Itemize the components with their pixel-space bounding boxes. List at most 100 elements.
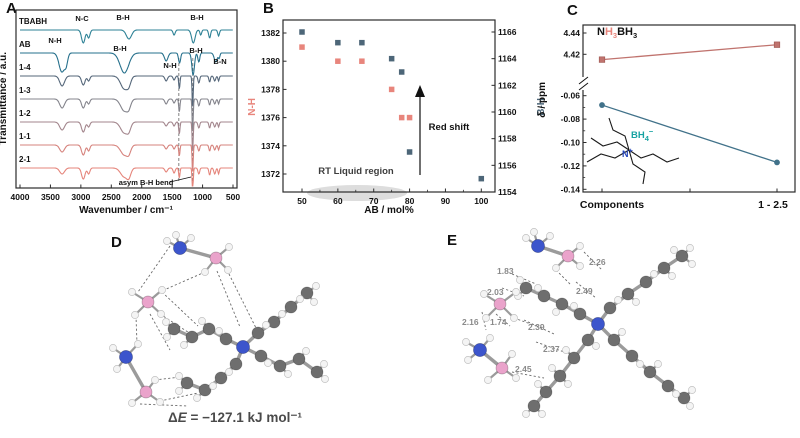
distance-label: 1.74 <box>490 317 507 327</box>
bend-annotation: asym B-H bend <box>119 178 174 187</box>
c-atom <box>677 391 691 405</box>
right-tick-label: 1162 <box>498 80 517 90</box>
distance-label: 2.45 <box>515 364 532 374</box>
data-point <box>335 58 341 64</box>
data-point <box>598 56 606 63</box>
axis-break-gap <box>577 77 589 90</box>
h-atom <box>552 264 560 272</box>
h-atom <box>128 288 136 296</box>
n-atom <box>236 340 250 354</box>
data-point <box>774 159 780 166</box>
h-atom <box>614 296 622 304</box>
h-atom <box>576 242 584 250</box>
right-tick-label: 1164 <box>498 54 517 64</box>
h-atom <box>508 350 516 358</box>
peak-annotation: B-N <box>213 57 226 66</box>
h-atom <box>510 314 518 322</box>
h-atom <box>522 234 530 242</box>
distance-label: 2.26 <box>589 257 606 267</box>
c-atom <box>229 357 243 371</box>
distance-label: 2.03 <box>487 287 504 297</box>
h-atom <box>131 311 139 319</box>
h-atom <box>302 347 310 355</box>
b-atom <box>495 361 509 375</box>
h-atom <box>654 360 662 368</box>
h-atom <box>546 232 554 240</box>
h-atom <box>175 387 183 395</box>
formula-n: N <box>597 26 605 38</box>
c-atom <box>219 332 233 346</box>
n-atom <box>531 239 545 253</box>
delta-e-e: E <box>177 410 187 425</box>
x-tick-label: 3500 <box>41 192 60 202</box>
c-atom <box>273 359 287 373</box>
h-atom <box>225 368 233 376</box>
h-atom <box>534 284 542 292</box>
nplus-sup: + <box>628 146 633 155</box>
h-atom <box>312 282 320 290</box>
c-atom <box>185 330 199 344</box>
y-tick-label: -0.12 <box>561 161 581 171</box>
distance-label: 2.39 <box>528 322 545 332</box>
bh4-label: BH4− <box>631 127 653 143</box>
dihydrogen-contact-line <box>226 269 257 329</box>
h-atom <box>462 338 470 346</box>
b-atom <box>139 385 153 399</box>
c-atom <box>625 349 639 363</box>
skeletal-structure-line <box>590 137 630 151</box>
data-point <box>599 102 605 108</box>
bh4-sup: − <box>648 127 654 136</box>
h-atom <box>156 398 164 406</box>
c-atom <box>214 371 228 385</box>
n-atom <box>119 350 133 364</box>
c-atom <box>180 376 194 390</box>
panel-c-letter: C <box>567 2 578 19</box>
panel-a-xlabel: Wavenumber / cm⁻¹ <box>79 205 173 216</box>
right-tick-label: 1166 <box>498 27 517 37</box>
data-point <box>299 44 305 50</box>
plot-frame <box>15 9 238 189</box>
data-point <box>299 29 305 35</box>
h-atom <box>209 382 217 390</box>
h-atom <box>310 298 318 306</box>
left-tick-label: 1372 <box>261 169 280 179</box>
peak-annotation: B-H <box>116 13 129 22</box>
ppm-label: / ppm <box>537 82 548 112</box>
dihydrogen-contact-line <box>137 245 171 293</box>
c-atom <box>519 281 533 295</box>
left-tick-label: 1374 <box>261 141 280 151</box>
dihydrogen-contact-line <box>159 392 199 402</box>
distance-label: 2.16 <box>462 317 479 327</box>
panel-e-letter: E <box>447 232 458 249</box>
trace-label: 1-4 <box>19 63 31 72</box>
data-point <box>773 41 781 48</box>
c-atom <box>607 333 621 347</box>
n-atom <box>173 241 187 255</box>
panel-d-letter: D <box>111 234 122 251</box>
h-atom <box>548 364 556 372</box>
formula-h-sub: 3 <box>612 31 618 40</box>
plot-frame <box>582 24 796 193</box>
h-atom <box>686 244 694 252</box>
dihydrogen-contact-line <box>163 271 206 291</box>
spectrum-trace <box>20 167 233 187</box>
data-point <box>478 175 485 182</box>
nh3bh3-formula-label: NH3BH3 <box>597 26 637 40</box>
h-atom <box>158 286 166 294</box>
delta-e-label: ΔE = −127.1 kJ mol⁻¹ <box>140 410 330 426</box>
c-atom <box>621 287 635 301</box>
c-atom <box>643 365 657 379</box>
x-tick-label: 60 <box>333 196 343 206</box>
distance-label: 2.49 <box>576 286 593 296</box>
c-atom <box>581 333 595 347</box>
h-atom <box>180 341 188 349</box>
panel-a-plot: 4000 3500 3000 2500 2000 1500 1000 500 TBABH AB 1-… <box>11 9 240 202</box>
c-atom <box>267 315 281 329</box>
y-tick-label: -0.14 <box>561 184 581 194</box>
right-tick-label: 1158 <box>498 134 517 144</box>
c-atom <box>198 383 212 397</box>
data-point <box>406 114 413 121</box>
h-atom <box>592 342 600 350</box>
bend-leader-line <box>169 176 192 183</box>
